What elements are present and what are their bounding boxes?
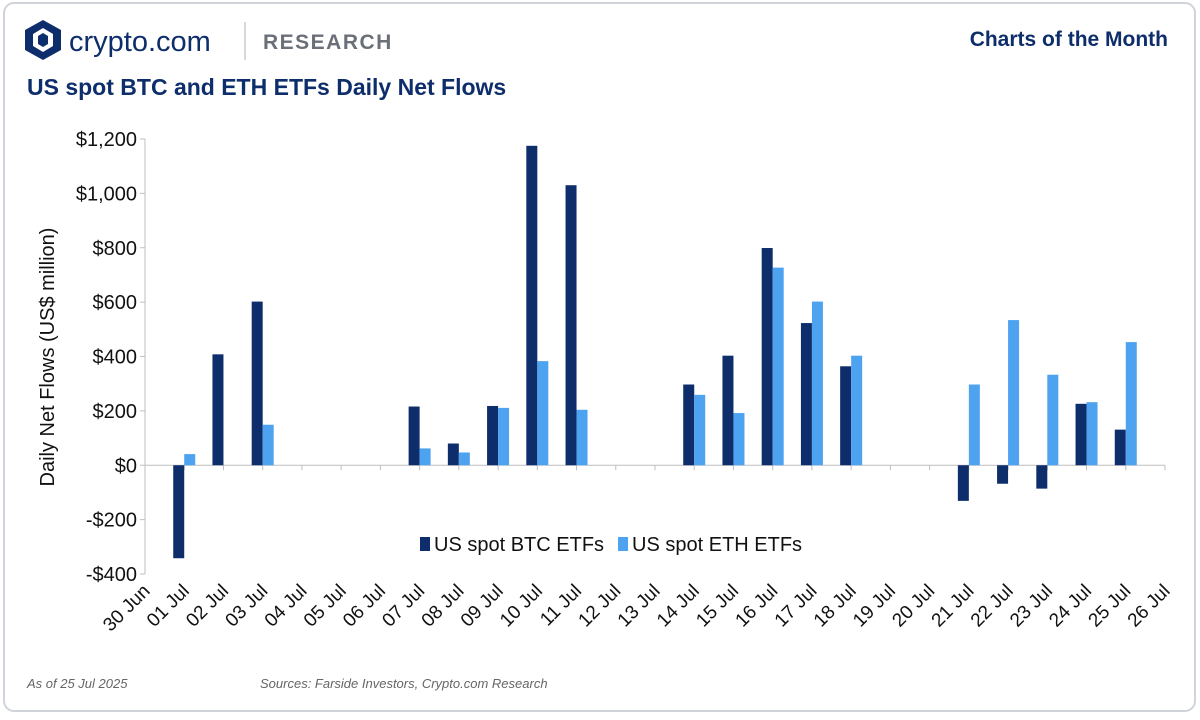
y-tick-label: -$200 bbox=[86, 510, 137, 532]
bar bbox=[408, 406, 420, 466]
bar bbox=[772, 267, 784, 466]
bar bbox=[997, 465, 1009, 484]
bar bbox=[576, 409, 588, 466]
y-tick-label: $800 bbox=[93, 238, 138, 260]
bar bbox=[733, 413, 745, 466]
chart-title: US spot BTC and ETH ETFs Daily Net Flows bbox=[27, 74, 506, 100]
bar bbox=[1075, 403, 1087, 466]
y-tick-label: $1,000 bbox=[76, 183, 137, 205]
bar bbox=[447, 443, 459, 466]
sources: Sources: Farside Investors, Crypto.com R… bbox=[260, 676, 548, 691]
bar bbox=[262, 424, 274, 466]
bar bbox=[1114, 429, 1126, 466]
legend-label: US spot BTC ETFs bbox=[434, 534, 604, 556]
bar bbox=[458, 452, 470, 466]
series-title: Charts of the Month bbox=[970, 28, 1168, 51]
y-tick-label: -$400 bbox=[86, 564, 137, 586]
y-axis-label: Daily Net Flows (US$ million) bbox=[37, 228, 59, 487]
bar bbox=[968, 384, 980, 466]
bar bbox=[184, 454, 196, 466]
legend-swatch bbox=[618, 537, 629, 551]
bar bbox=[1125, 342, 1137, 466]
bar bbox=[173, 465, 185, 559]
bar bbox=[419, 448, 431, 466]
bar bbox=[811, 301, 823, 466]
y-tick-label: $0 bbox=[115, 455, 137, 477]
logo bbox=[25, 20, 61, 60]
bar bbox=[1036, 465, 1048, 489]
legend-swatch bbox=[420, 537, 430, 551]
y-tick-label: $600 bbox=[93, 292, 138, 314]
bar bbox=[761, 248, 773, 466]
bar bbox=[526, 145, 538, 466]
bar bbox=[722, 355, 734, 466]
y-tick-label: $1,200 bbox=[76, 129, 137, 151]
bar bbox=[1008, 320, 1020, 466]
bar bbox=[1086, 402, 1098, 466]
bar bbox=[694, 394, 706, 466]
bar bbox=[840, 366, 852, 466]
as-of: As of 25 Jul 2025 bbox=[26, 676, 128, 691]
bar bbox=[212, 354, 224, 466]
bar bbox=[851, 355, 863, 466]
bar bbox=[537, 361, 549, 466]
bar bbox=[251, 301, 263, 466]
bar bbox=[487, 405, 499, 466]
bar bbox=[498, 407, 510, 466]
y-tick-label: $200 bbox=[93, 401, 138, 423]
legend-label: US spot ETH ETFs bbox=[632, 534, 802, 556]
brand: crypto.com bbox=[69, 26, 211, 58]
bar bbox=[565, 185, 577, 466]
section: RESEARCH bbox=[263, 31, 393, 54]
y-tick-label: $400 bbox=[93, 347, 138, 369]
bar bbox=[683, 384, 695, 466]
bar bbox=[800, 323, 812, 466]
bar bbox=[1047, 374, 1059, 466]
frame bbox=[3, 2, 1196, 712]
bar bbox=[957, 465, 969, 501]
